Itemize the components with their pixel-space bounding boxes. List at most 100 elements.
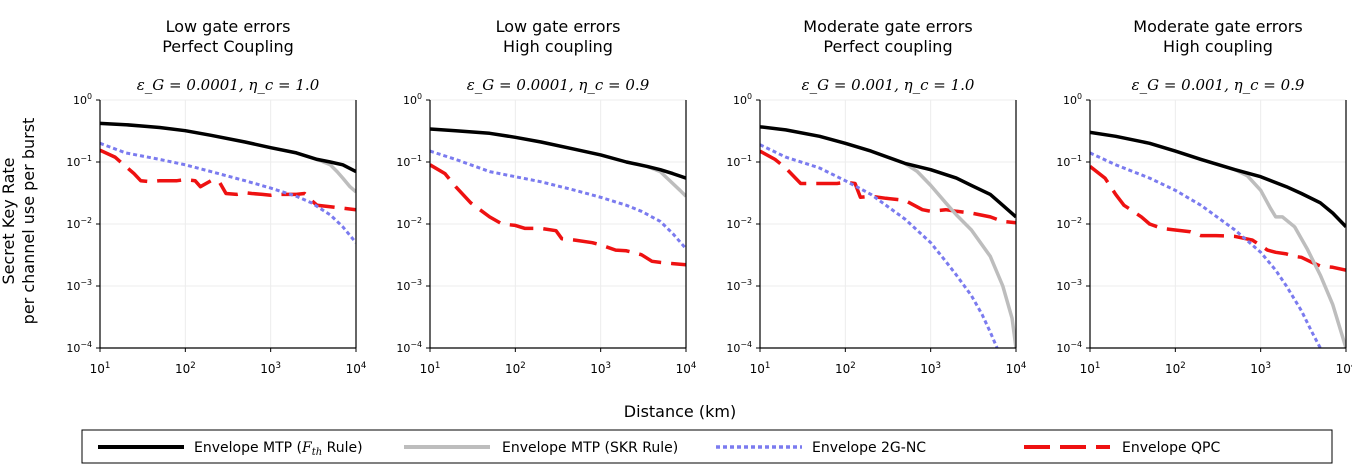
legend: Envelope MTP (Fth Rule) Envelope MTP (SK… <box>81 429 1333 464</box>
panel-1-series-mtp-fth <box>100 121 356 174</box>
panel-2-ytick-label-3-base: 10 <box>396 280 410 293</box>
panel-4-series-mtp-skr <box>1234 168 1346 348</box>
panel-1-xtick-label-1-base: 10 <box>175 362 190 376</box>
panel-2-xtick-label-2-exp: 3 <box>606 361 612 371</box>
panel-1-xtick-label-0-base: 10 <box>90 362 105 376</box>
panel-2-ytick-label-1: 10−1 <box>396 154 422 169</box>
panel-1-title-line2: Perfect Coupling <box>162 37 294 56</box>
legend-label-2g-nc: Envelope 2G-NC <box>812 440 926 456</box>
panel-3-series-qpc <box>760 149 1016 225</box>
panel-3-xtick-label-3-exp: 4 <box>1021 361 1027 371</box>
panel-4-ytick-label-1-base: 10 <box>1056 156 1070 169</box>
panel-2-xtick-label-2-base: 10 <box>590 362 605 376</box>
panel-3-xtick-label-0: 101 <box>750 361 771 376</box>
panel-4-xtick-label-3-exp: 4 <box>1351 361 1352 371</box>
panel-2-ytick-label-4-base: 10 <box>396 342 410 355</box>
panel-2-xtick-label-1: 102 <box>505 361 526 376</box>
legend-label-mtp-skr: Envelope MTP (SKR Rule) <box>502 440 678 456</box>
panel-1-ytick-label-0: 100 <box>73 92 92 107</box>
panel-2-xtick-label-0-exp: 1 <box>435 361 441 371</box>
panel-4-ytick-label-0: 100 <box>1063 92 1082 107</box>
panel-3-xtick-label-3-base: 10 <box>1006 362 1021 376</box>
panel-2-ytick-label-2: 10−2 <box>396 216 422 231</box>
panel-1-ytick-label-3-exp: −3 <box>80 278 92 287</box>
panel-4-ytick-label-3: 10−3 <box>1056 278 1082 293</box>
panel-2-ytick-label-3: 10−3 <box>396 278 422 293</box>
panel-3-ytick-label-4: 10−4 <box>726 340 752 355</box>
panel-3-series-mtp-skr <box>904 161 1016 348</box>
panel-2-xtick-label-3: 104 <box>676 361 697 376</box>
panel-4-ytick-label-2-base: 10 <box>1056 218 1070 231</box>
legend-label-mtp-fth-sym: F <box>301 440 313 456</box>
panel-3-ytick-label-4-exp: −4 <box>740 340 752 349</box>
panel-2-ytick-label-1-exp: −1 <box>410 154 422 163</box>
panel-4-series-mtp-fth <box>1090 130 1346 229</box>
panel-2-xtick-label-0: 101 <box>420 361 441 376</box>
panel-2-title-line2: High coupling <box>503 37 613 56</box>
panel-3-ytick-label-1-base: 10 <box>726 156 740 169</box>
panel-1-xtick-label-3-base: 10 <box>346 362 361 376</box>
panel-4-xtick-label-0-exp: 1 <box>1095 361 1101 371</box>
panel-4-title-line1: Moderate gate errors <box>1133 17 1302 36</box>
panel-2-xtick-label-3-base: 10 <box>676 362 691 376</box>
panel-4-xtick-label-0: 101 <box>1080 361 1101 376</box>
legend-label-qpc: Envelope QPC <box>1122 440 1220 456</box>
panel-2-ytick-label-0-exp: 0 <box>417 92 422 101</box>
panel-2-series-qpc <box>430 163 686 267</box>
panel-2-ytick-label-1-base: 10 <box>396 156 410 169</box>
panel-3-ytick-label-1: 10−1 <box>726 154 752 169</box>
panel-4-xtick-label-2-exp: 3 <box>1266 361 1272 371</box>
panel-3-xtick-label-1: 102 <box>835 361 856 376</box>
panel-1-ytick-label-2: 10−2 <box>66 216 92 231</box>
panel-4-xtick-label-0-base: 10 <box>1080 362 1095 376</box>
panel-2-ytick-label-3-exp: −3 <box>410 278 422 287</box>
panel-3-title-line2: Perfect coupling <box>823 37 952 56</box>
panel-3-ytick-label-0-exp: 0 <box>747 92 752 101</box>
panel-1-ytick-label-0-exp: 0 <box>87 92 92 101</box>
panel-2-subtitle: ε_G = 0.0001, η_c = 0.9 <box>467 76 650 94</box>
panel-1-ytick-label-1-base: 10 <box>66 156 80 169</box>
panel-3-xtick-label-0-base: 10 <box>750 362 765 376</box>
panel-3-xtick-label-2: 103 <box>920 361 941 376</box>
panel-1-series-2g-nc <box>100 141 356 244</box>
panel-2-ytick-label-4-exp: −4 <box>410 340 422 349</box>
panel-3-ytick-label-0-base: 10 <box>733 94 747 107</box>
panel-2-ytick-label-2-exp: −2 <box>410 216 422 225</box>
panel-4-xtick-label-3-base: 10 <box>1336 362 1351 376</box>
panel-3-ytick-label-2: 10−2 <box>726 216 752 231</box>
panel-1-ytick-label-1: 10−1 <box>66 154 92 169</box>
panel-3-ytick-label-3-exp: −3 <box>740 278 752 287</box>
panel-3-xtick-label-1-exp: 2 <box>850 361 856 371</box>
panel-3-xtick-label-2-exp: 3 <box>936 361 942 371</box>
panels: Low gate errors Perfect Coupling ε_G = 0.0… <box>66 17 1352 376</box>
panel-3-ytick-label-2-exp: −2 <box>740 216 752 225</box>
panel-4-ytick-label-1-exp: −1 <box>1070 154 1082 163</box>
panel-1-series-qpc <box>100 148 356 212</box>
panel-1-xtick-label-0-exp: 1 <box>105 361 111 371</box>
panel-2-xtick-label-1-base: 10 <box>505 362 520 376</box>
legend-frame <box>81 429 1333 464</box>
panel-2-title-line1: Low gate errors <box>496 17 621 36</box>
panel-3-ytick-label-2-base: 10 <box>726 218 740 231</box>
panel-1-ytick-label-3: 10−3 <box>66 278 92 293</box>
panel-3-xtick-label-0-exp: 1 <box>765 361 771 371</box>
panel-1-ytick-label-2-exp: −2 <box>80 216 92 225</box>
panel-4-subtitle: ε_G = 0.001, η_c = 0.9 <box>1132 76 1305 94</box>
panel-4-ytick-label-4-base: 10 <box>1056 342 1070 355</box>
legend-label-mtp-fth-part2: Rule) <box>322 440 362 456</box>
panel-4-ytick-label-3-exp: −3 <box>1070 278 1082 287</box>
legend-label-mtp-fth-sub: th <box>312 447 322 458</box>
panel-3-ytick-label-0: 100 <box>733 92 752 107</box>
panel-3-subtitle: ε_G = 0.001, η_c = 1.0 <box>802 76 975 94</box>
panel-1-ytick-label-4-exp: −4 <box>80 340 92 349</box>
panel-2-xtick-label-1-exp: 2 <box>520 361 526 371</box>
panel-4-title-line2: High coupling <box>1163 37 1273 56</box>
panel-1-ytick-label-3-base: 10 <box>66 280 80 293</box>
panel-4-ytick-label-2: 10−2 <box>1056 216 1082 231</box>
panel-2-xtick-label-2: 103 <box>590 361 611 376</box>
panel-1-xtick-label-2: 103 <box>260 361 281 376</box>
panel-1-xtick-label-2-exp: 3 <box>276 361 282 371</box>
